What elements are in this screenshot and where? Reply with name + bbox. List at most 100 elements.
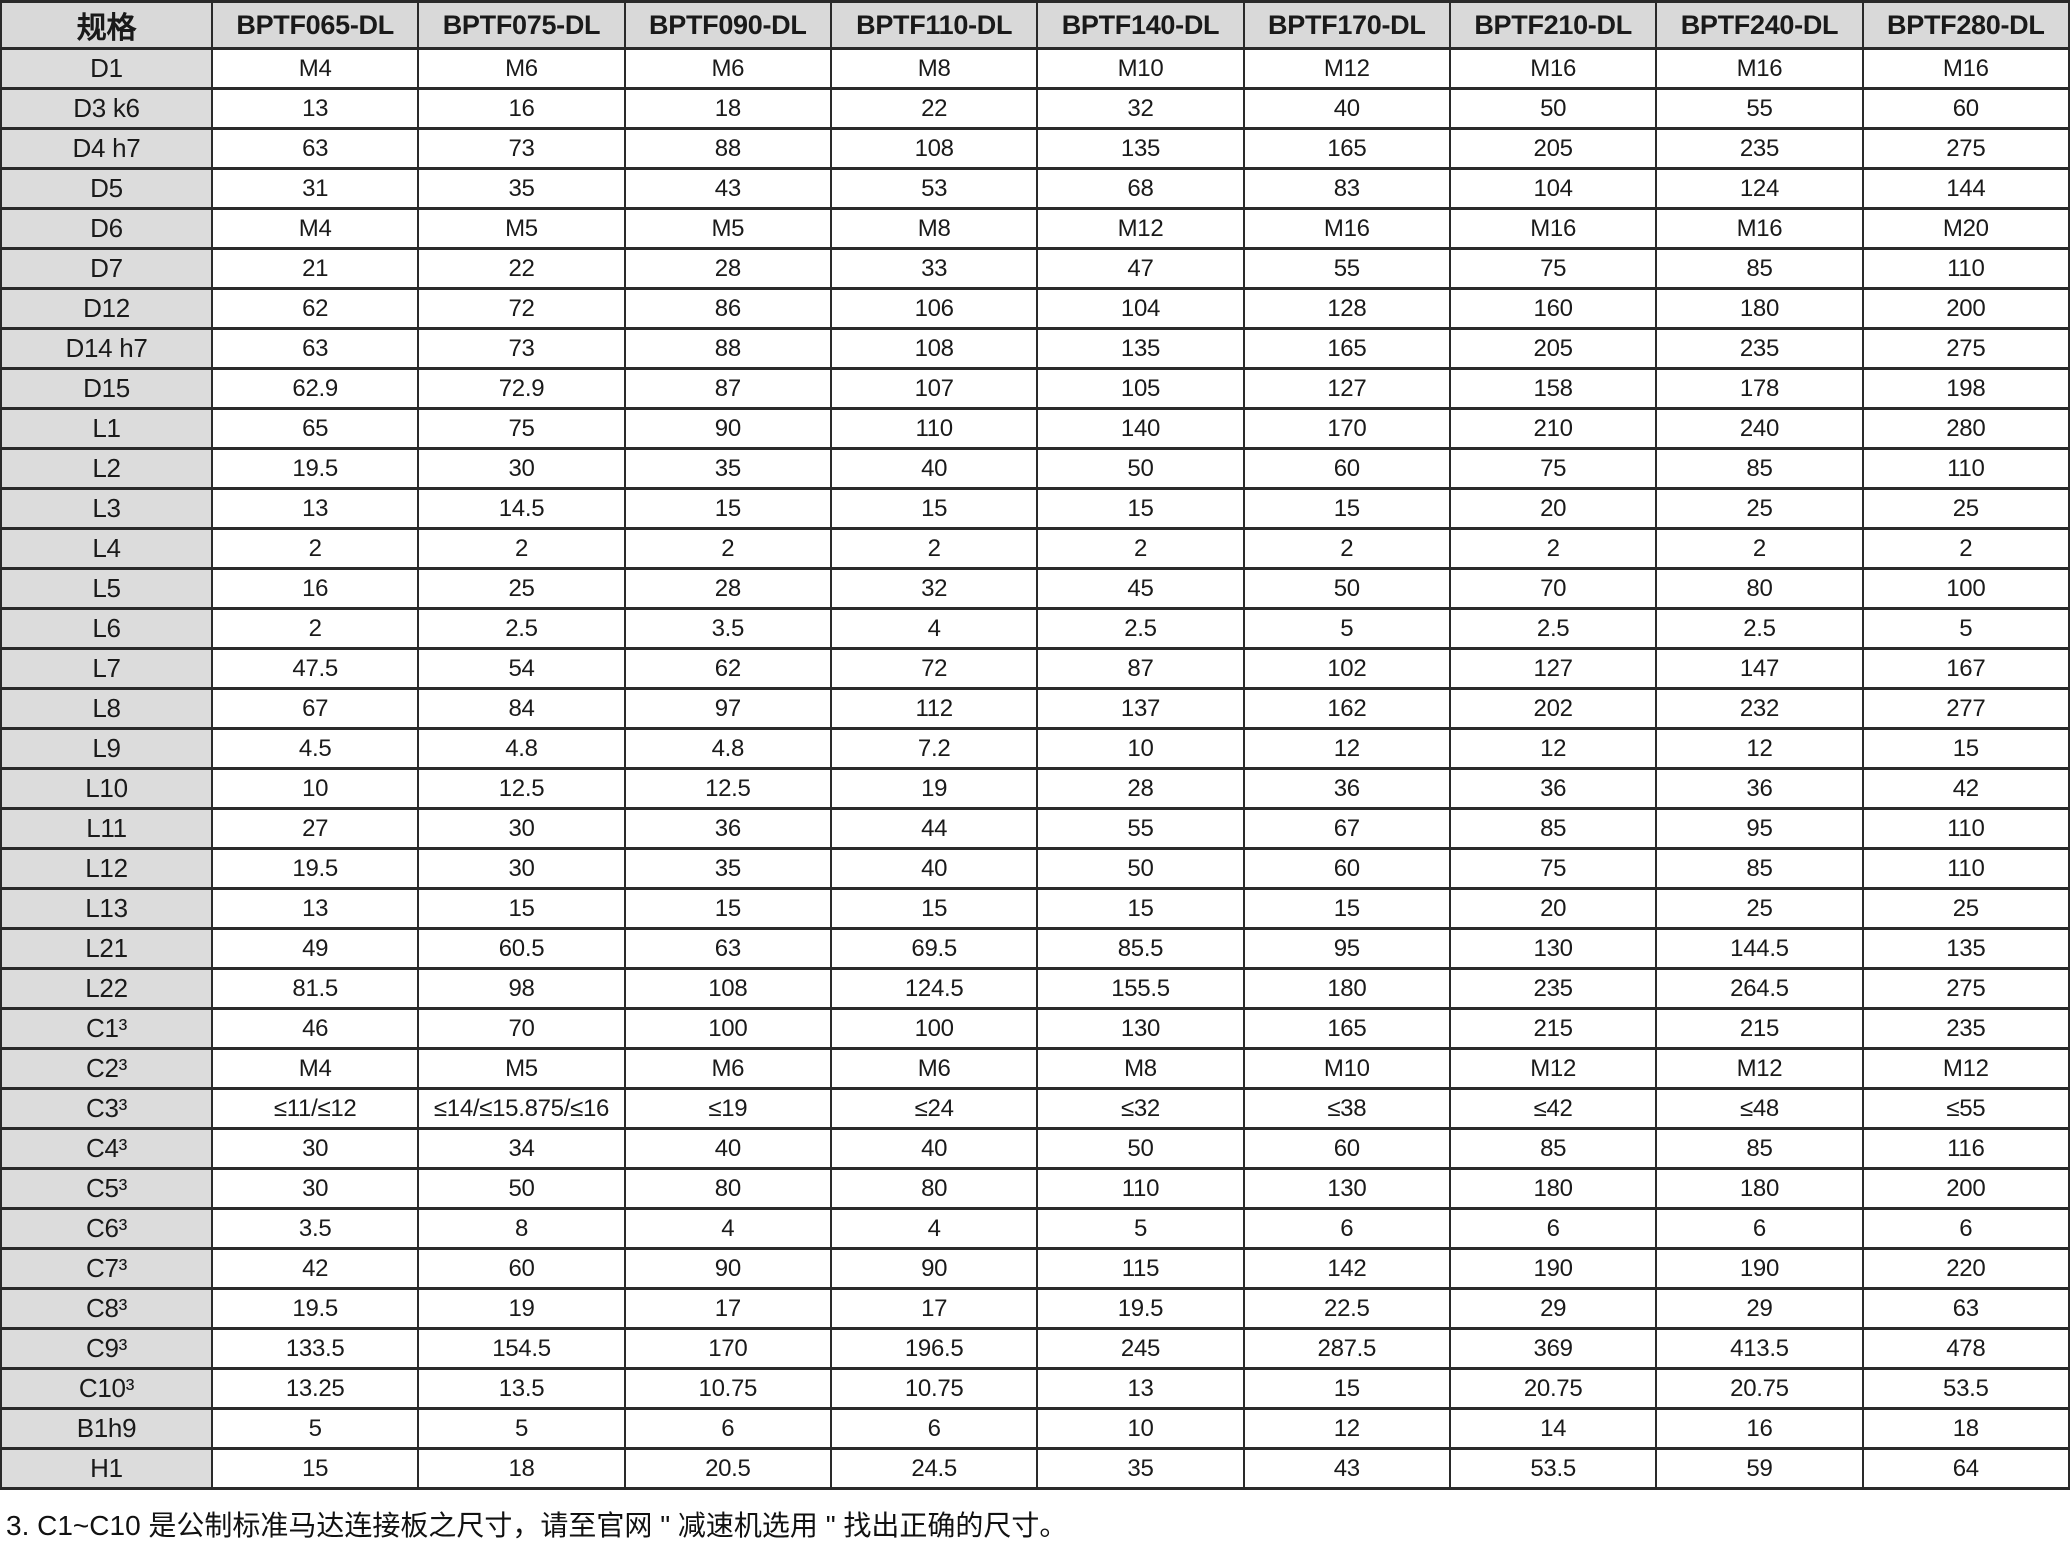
table-cell: 3.5 bbox=[210, 1207, 420, 1250]
table-cell: 16 bbox=[417, 87, 626, 130]
table-cell: 15 bbox=[1036, 487, 1245, 530]
table-cell: 63 bbox=[1861, 1287, 2070, 1330]
table-cell: 369 bbox=[1448, 1327, 1658, 1370]
table-row: L21 49 60.5 63 69.5 85.5 95 130 144.5 135 bbox=[0, 927, 2070, 970]
table-cell: 16 bbox=[1655, 1407, 1864, 1450]
table-cell: 68 bbox=[1036, 167, 1245, 210]
table-cell: 22.5 bbox=[1242, 1287, 1451, 1330]
table-cell: 235 bbox=[1861, 1007, 2070, 1050]
table-cell: 105 bbox=[1036, 367, 1245, 410]
table-cell: 22 bbox=[417, 247, 626, 290]
table-cell: 133.5 bbox=[210, 1327, 420, 1370]
table-cell: ≤11/≤12 bbox=[210, 1087, 420, 1130]
table-cell: 25 bbox=[1861, 487, 2070, 530]
row-label: D14 h7 bbox=[0, 327, 213, 370]
table-cell: 124.5 bbox=[829, 967, 1039, 1010]
table-cell: 170 bbox=[1242, 407, 1451, 450]
table-cell: 80 bbox=[623, 1167, 832, 1210]
table-cell: 112 bbox=[829, 687, 1039, 730]
table-cell: M8 bbox=[829, 207, 1039, 250]
table-cell: 6 bbox=[1242, 1207, 1451, 1250]
table-cell: 17 bbox=[623, 1287, 832, 1330]
table-cell: M12 bbox=[1655, 1047, 1864, 1090]
table-row: D4 h7 63 73 88 108 135 165 205 235 275 bbox=[0, 127, 2070, 170]
table-cell: 40 bbox=[829, 447, 1039, 490]
table-cell: 67 bbox=[210, 687, 420, 730]
table-cell: 44 bbox=[829, 807, 1039, 850]
table-cell: M16 bbox=[1448, 207, 1658, 250]
table-cell: 15 bbox=[829, 487, 1039, 530]
table-cell: 42 bbox=[1861, 767, 2070, 810]
table-cell: 70 bbox=[1448, 567, 1658, 610]
table-row: C4³ 30 34 40 40 50 60 85 85 116 bbox=[0, 1127, 2070, 1170]
table-cell: 50 bbox=[1036, 447, 1245, 490]
table-cell: 95 bbox=[1655, 807, 1864, 850]
table-cell: 100 bbox=[829, 1007, 1039, 1050]
table-cell: 180 bbox=[1655, 287, 1864, 330]
table-cell: 83 bbox=[1242, 167, 1451, 210]
table-cell: 2 bbox=[623, 527, 832, 570]
column-header: BPTF065-DL bbox=[210, 0, 420, 50]
table-cell: 2 bbox=[829, 527, 1039, 570]
table-cell: 13 bbox=[210, 487, 420, 530]
table-cell: 19 bbox=[829, 767, 1039, 810]
table-cell: 127 bbox=[1242, 367, 1451, 410]
table-cell: 75 bbox=[1448, 447, 1658, 490]
row-label: D7 bbox=[0, 247, 213, 290]
table-cell: 97 bbox=[623, 687, 832, 730]
table-cell: 13.5 bbox=[417, 1367, 626, 1410]
table-cell: 40 bbox=[829, 1127, 1039, 1170]
table-cell: 2.5 bbox=[417, 607, 626, 650]
table-cell: 15 bbox=[1861, 727, 2070, 770]
table-cell: 40 bbox=[1242, 87, 1451, 130]
table-cell: 198 bbox=[1861, 367, 2070, 410]
table-cell: 110 bbox=[1861, 247, 2070, 290]
table-cell: 107 bbox=[829, 367, 1039, 410]
table-cell: 275 bbox=[1861, 967, 2070, 1010]
table-cell: 85 bbox=[1448, 807, 1658, 850]
column-header: BPTF140-DL bbox=[1036, 0, 1245, 50]
table-body: D1 M4 M6 M6 M8 M10 M12 M16 M16 M16 D3 k6 13 16 18 22 32… bbox=[0, 47, 2070, 1490]
table-cell: 100 bbox=[623, 1007, 832, 1050]
table-cell: 30 bbox=[417, 847, 626, 890]
table-cell: 36 bbox=[1242, 767, 1451, 810]
table-cell: M5 bbox=[417, 1047, 626, 1090]
table-row: D3 k6 13 16 18 22 32 40 50 55 60 bbox=[0, 87, 2070, 130]
table-cell: 104 bbox=[1036, 287, 1245, 330]
table-cell: 16 bbox=[210, 567, 420, 610]
table-cell: 155.5 bbox=[1036, 967, 1245, 1010]
table-cell: 12.5 bbox=[417, 767, 626, 810]
table-cell: 75 bbox=[417, 407, 626, 450]
table-cell: 60 bbox=[1242, 847, 1451, 890]
table-cell: 215 bbox=[1448, 1007, 1658, 1050]
table-cell: 4 bbox=[623, 1207, 832, 1250]
table-row: C1³ 46 70 100 100 130 165 215 215 235 bbox=[0, 1007, 2070, 1050]
table-cell: 55 bbox=[1655, 87, 1864, 130]
table-cell: 90 bbox=[623, 407, 832, 450]
row-label: C5³ bbox=[0, 1167, 213, 1210]
table-row: L11 27 30 36 44 55 67 85 95 110 bbox=[0, 807, 2070, 850]
table-cell: 162 bbox=[1242, 687, 1451, 730]
table-cell: 116 bbox=[1861, 1127, 2070, 1170]
table-cell: 2 bbox=[1655, 527, 1864, 570]
table-cell: 6 bbox=[1655, 1207, 1864, 1250]
table-cell: 205 bbox=[1448, 327, 1658, 370]
table-cell: 277 bbox=[1861, 687, 2070, 730]
table-cell: 196.5 bbox=[829, 1327, 1039, 1370]
table-cell: 43 bbox=[1242, 1447, 1451, 1490]
table-cell: 29 bbox=[1655, 1287, 1864, 1330]
row-label: D6 bbox=[0, 207, 213, 250]
table-cell: M5 bbox=[623, 207, 832, 250]
table-cell: 5 bbox=[1861, 607, 2070, 650]
table-cell: 158 bbox=[1448, 367, 1658, 410]
table-cell: 240 bbox=[1655, 407, 1864, 450]
table-cell: 100 bbox=[1861, 567, 2070, 610]
table-cell: 36 bbox=[623, 807, 832, 850]
table-cell: 3.5 bbox=[623, 607, 832, 650]
table-cell: 275 bbox=[1861, 327, 2070, 370]
row-label: L22 bbox=[0, 967, 213, 1010]
table-cell: 84 bbox=[417, 687, 626, 730]
table-cell: 47 bbox=[1036, 247, 1245, 290]
table-cell: 63 bbox=[210, 327, 420, 370]
table-row: L8 67 84 97 112 137 162 202 232 277 bbox=[0, 687, 2070, 730]
